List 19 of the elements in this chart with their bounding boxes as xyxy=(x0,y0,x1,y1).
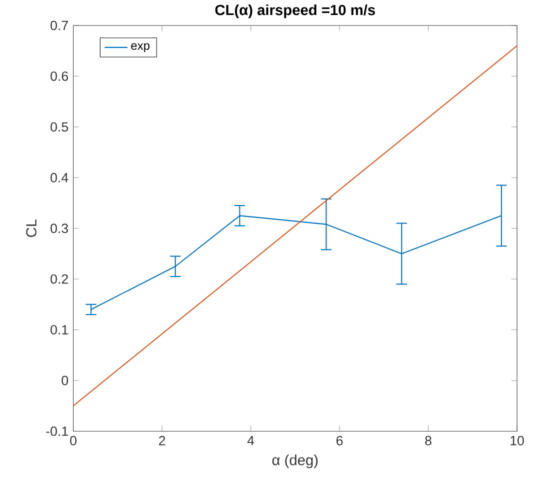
x-tick-label: 4 xyxy=(247,436,254,446)
x-axis-title: α (deg) xyxy=(272,454,318,468)
y-axis-title: CL xyxy=(26,220,36,238)
y-tick-label: 0.5 xyxy=(50,122,68,132)
y-tick-label: 0 xyxy=(62,376,68,386)
x-tick-label: 10 xyxy=(510,436,524,446)
x-tick-label: 0 xyxy=(70,436,76,446)
x-tick-label: 8 xyxy=(425,436,432,446)
y-tick-label: 0.4 xyxy=(50,172,68,182)
x-tick-label: 6 xyxy=(336,436,343,446)
y-tick-label: -0.1 xyxy=(46,426,68,436)
chart-title: CL(α) airspeed =10 m/s xyxy=(215,4,375,18)
y-tick-label: 0.3 xyxy=(50,224,68,234)
y-tick-label: 0.1 xyxy=(50,325,68,335)
y-tick-label: 0.2 xyxy=(50,274,68,284)
x-tick-label: 2 xyxy=(158,436,166,446)
legend-label: exp xyxy=(131,43,150,52)
y-tick-label: 0.7 xyxy=(50,20,68,30)
y-tick-label: 0.6 xyxy=(50,72,68,81)
